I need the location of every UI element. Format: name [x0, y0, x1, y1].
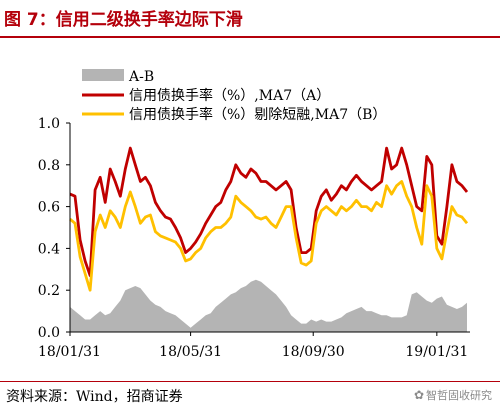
legend: A-B 信用债换手率（%）,MA7（A） 信用债换手率（%）剔除短融,MA7（B） — [82, 69, 386, 123]
legend-label-a: 信用债换手率（%）,MA7（A） — [129, 87, 330, 104]
x-tick-label: 19/01/31 — [405, 344, 468, 360]
source-note: 资料来源：Wind，招商证券 — [6, 389, 183, 405]
y-tick-label: 0.6 — [38, 200, 60, 216]
footer-rule — [0, 381, 500, 382]
watermark: ✿ 智哲固收研究 — [414, 387, 492, 403]
axes: 0.0 0.2 0.4 0.6 0.8 1.0 18/01/31 18/05/31 18/09/… — [38, 116, 470, 360]
y-tick-label: 0.2 — [38, 283, 60, 299]
x-tick-label: 18/01/31 — [38, 344, 101, 360]
series-line-b — [69, 180, 469, 292]
x-tick-label: 18/05/31 — [159, 344, 222, 360]
watermark-text: 智哲固收研究 — [426, 389, 492, 402]
title-rule — [0, 36, 500, 38]
y-tick-label: 0.0 — [38, 325, 60, 341]
figure-title: 图 7：信用二级换手率边际下滑 — [4, 10, 243, 30]
x-tick-label: 18/09/30 — [282, 344, 345, 360]
legend-swatch-a-b — [82, 69, 124, 81]
wechat-icon: ✿ — [413, 388, 424, 402]
line-layer — [69, 146, 469, 292]
y-tick-label: 0.4 — [38, 241, 60, 257]
series-area-a-b — [70, 279, 467, 332]
legend-label-a-b: A-B — [128, 69, 154, 85]
y-tick-label: 0.8 — [38, 158, 60, 174]
series-line-a — [69, 146, 469, 277]
y-tick-label: 1.0 — [38, 116, 60, 132]
area-layer — [70, 279, 467, 332]
legend-label-b: 信用债换手率（%）剔除短融,MA7（B） — [129, 106, 386, 123]
